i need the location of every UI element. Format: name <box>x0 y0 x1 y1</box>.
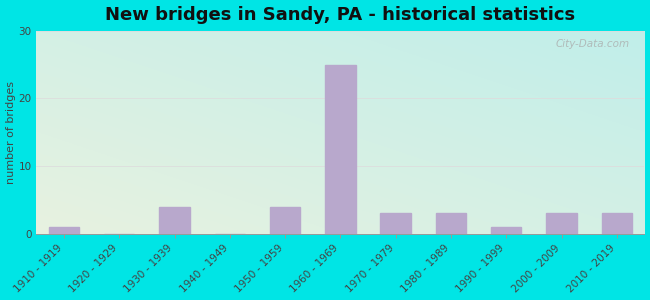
Bar <box>602 213 632 234</box>
Text: City-Data.com: City-Data.com <box>555 39 629 49</box>
Bar <box>546 213 577 234</box>
Y-axis label: number of bridges: number of bridges <box>6 81 16 184</box>
Bar <box>380 213 411 234</box>
Bar <box>159 207 190 234</box>
Bar <box>270 207 300 234</box>
Bar <box>436 213 466 234</box>
Bar <box>49 227 79 234</box>
Bar <box>325 64 356 234</box>
Bar <box>491 227 521 234</box>
Title: New bridges in Sandy, PA - historical statistics: New bridges in Sandy, PA - historical st… <box>105 6 575 24</box>
